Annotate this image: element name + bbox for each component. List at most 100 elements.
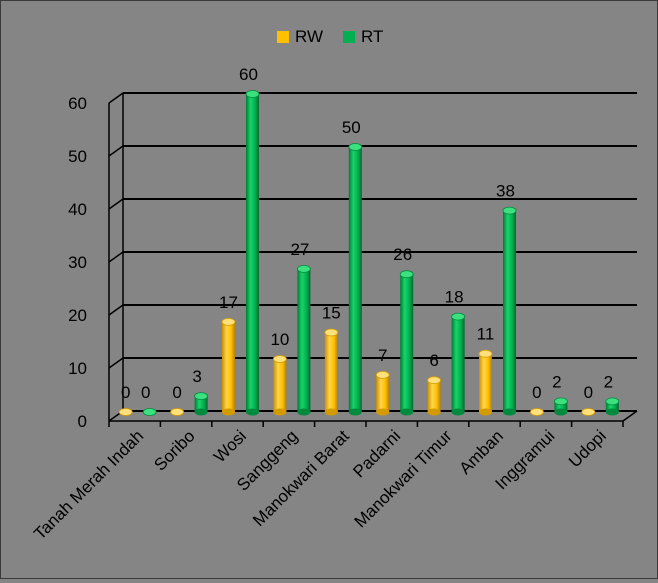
bar-body	[427, 380, 441, 412]
y-tick-label: 50	[68, 147, 87, 166]
bar-top	[581, 408, 596, 416]
bar-base	[479, 408, 492, 416]
bar-body	[222, 321, 235, 412]
bar-top	[272, 355, 287, 363]
x-tick-label: Udopi	[565, 426, 610, 471]
bar-body	[400, 274, 414, 412]
x-tick-label: Wosi	[210, 426, 250, 466]
bar-rw	[581, 408, 596, 416]
y-tick-label: 40	[68, 200, 87, 219]
bar-body	[246, 94, 259, 412]
legend-swatch-rt	[343, 31, 356, 43]
bar-body	[451, 316, 465, 412]
bar-body	[348, 147, 362, 412]
x-tick-label: Manokwari Timur	[351, 426, 456, 531]
x-tick-label: Amban	[455, 426, 507, 478]
data-label: 3	[192, 367, 201, 386]
x-tick-label: Soribo	[150, 426, 198, 474]
bar-rw	[427, 376, 442, 416]
bar-top	[502, 206, 517, 215]
data-label: 18	[445, 288, 464, 307]
bar-body	[376, 374, 390, 412]
legend-label-rw: RW	[295, 27, 324, 46]
data-label: 0	[532, 383, 541, 402]
bar-rt	[451, 312, 466, 416]
data-label: 17	[219, 293, 238, 312]
bar-rt	[245, 90, 260, 416]
bar-rw	[118, 408, 133, 416]
bar-rw	[272, 355, 287, 416]
x-tick-label: Tanah Merah Indah	[30, 426, 147, 543]
data-label: 27	[290, 240, 309, 259]
bar-base	[400, 408, 414, 416]
bar-body	[479, 353, 492, 412]
gridline-diagonal	[108, 304, 124, 316]
data-label: 2	[552, 372, 561, 391]
bar-base	[503, 408, 516, 416]
bar-rw	[530, 408, 544, 416]
bar-top	[170, 408, 185, 416]
x-tick-label: Manokwari Barat	[249, 426, 353, 530]
bar-base	[194, 408, 208, 416]
bar-base	[605, 408, 619, 416]
bar-top	[375, 370, 390, 379]
bar-rw	[478, 349, 493, 416]
y-tick-label: 30	[68, 253, 87, 272]
bar-body	[503, 210, 516, 412]
data-label: 0	[172, 383, 181, 402]
data-label: 0	[584, 383, 593, 402]
data-label: 6	[429, 351, 438, 370]
bar-top	[478, 349, 493, 358]
bar-base	[273, 408, 287, 416]
data-label: 0	[121, 383, 130, 402]
bar-top	[142, 408, 157, 416]
gridline-diagonal	[108, 357, 124, 369]
data-label: 2	[604, 372, 613, 391]
data-label: 50	[342, 118, 361, 137]
bar-top	[221, 317, 236, 326]
bar-rt	[142, 408, 157, 416]
gridline-diagonal	[108, 92, 124, 104]
data-label: 10	[270, 330, 289, 349]
legend-swatch-rw	[277, 31, 289, 43]
legend: RW RT	[277, 27, 397, 47]
bar-top	[118, 408, 133, 416]
bar-base	[348, 408, 362, 416]
bar-base	[554, 408, 568, 416]
bar-rw	[375, 370, 390, 416]
bar-rt	[554, 397, 568, 416]
data-label: 60	[239, 65, 258, 84]
y-tick-label: 0	[78, 412, 87, 431]
bar-top	[451, 312, 466, 321]
data-label: 11	[477, 325, 495, 344]
data-label: 15	[322, 304, 341, 323]
bar-rw	[221, 317, 236, 416]
bar-rw	[324, 328, 339, 416]
bar-rw	[170, 408, 185, 416]
bar-top	[348, 143, 363, 151]
legend-label-rt: RT	[361, 27, 384, 46]
bar-base	[427, 408, 441, 416]
data-label: 0	[141, 383, 150, 402]
bar-base	[297, 408, 311, 416]
y-tick-label: 10	[68, 359, 87, 378]
gridline-diagonal	[108, 198, 124, 210]
bar-rt	[348, 143, 363, 416]
bar-base	[376, 408, 390, 416]
bar-body	[324, 332, 338, 412]
gridline-diagonal	[108, 145, 124, 157]
y-tick-label: 20	[68, 306, 87, 325]
bar-top	[554, 397, 568, 406]
y-tick-label: 60	[68, 94, 87, 113]
bar-body	[605, 401, 619, 412]
data-label: 26	[393, 245, 412, 264]
bar-base	[451, 408, 465, 416]
bar-rt	[605, 397, 620, 416]
bar-rt	[194, 392, 209, 416]
floor-edge	[622, 410, 638, 422]
bar-rt	[399, 270, 414, 416]
bar-body	[273, 359, 287, 412]
bar-base	[222, 408, 235, 416]
